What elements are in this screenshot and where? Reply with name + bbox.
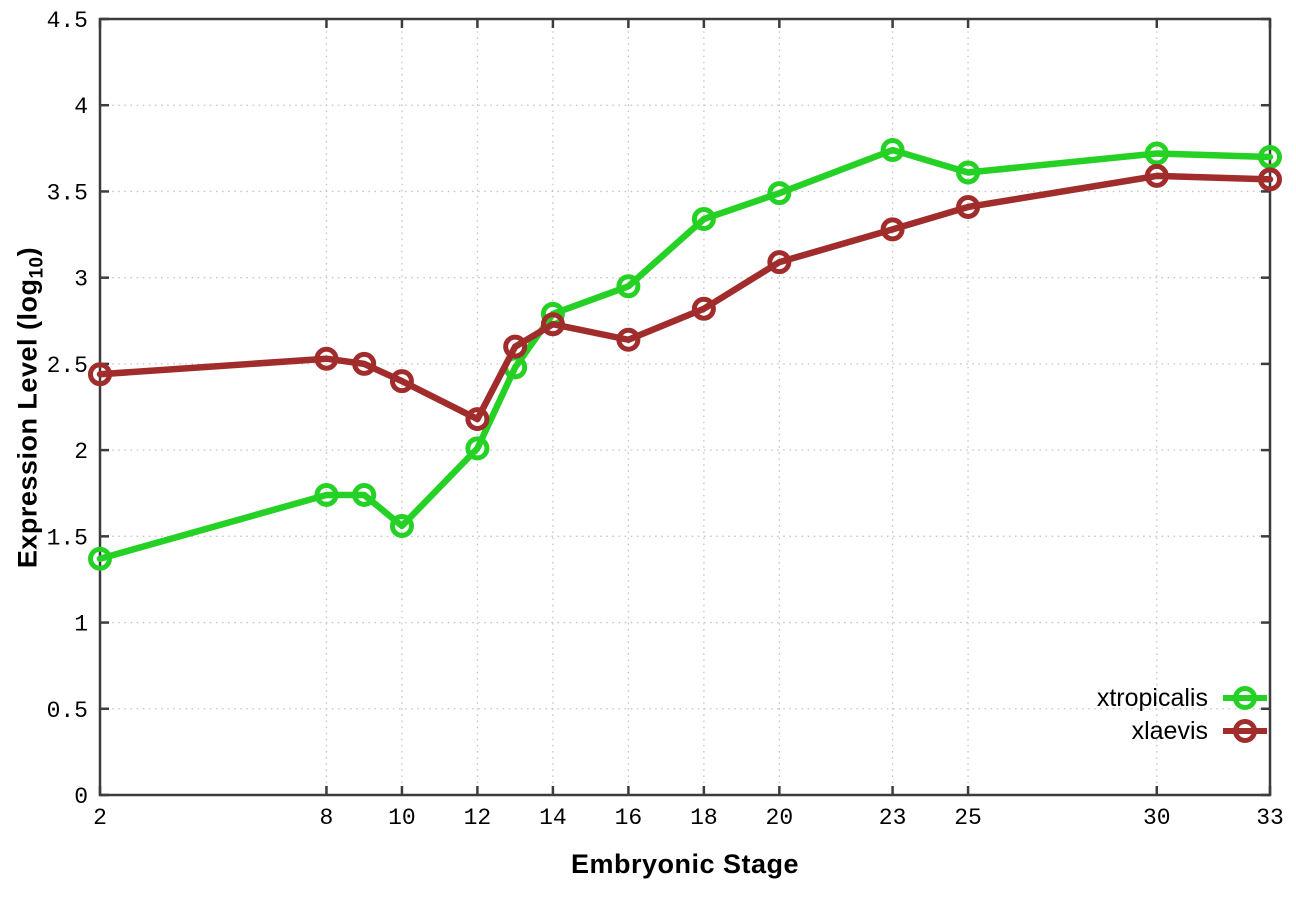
y-tick-label: 2 [74,439,88,465]
y-tick-label: 1 [74,612,88,638]
y-tick-label: 3 [74,267,88,293]
data-point-xlaevis [691,296,716,321]
data-point-xlaevis [389,369,414,394]
data-point-xlaevis [1144,163,1169,188]
x-tick-label: 12 [464,805,492,831]
x-axis-title: Embryonic Stage [570,849,800,879]
x-tick-label: 25 [954,805,982,831]
x-tick-label: 14 [539,805,567,831]
x-tick-label: 16 [615,805,643,831]
data-point-xlaevis [352,351,377,376]
data-point-xtropicalis [616,274,641,299]
legend: xtropicalis xlaevis [1097,683,1270,746]
data-point-xlaevis [503,334,528,359]
data-point-xtropicalis [956,160,981,185]
data-point-xlaevis [314,346,339,371]
legend-label: xtropicalis [1096,683,1208,712]
data-point-xlaevis [88,362,112,387]
data-point-xtropicalis [691,207,716,232]
data-point-xlaevis [1258,167,1282,192]
y-axis-title-close: ) [12,246,43,257]
y-tick-label: 0 [74,784,88,810]
legend-sample-line-icon [1223,686,1267,710]
data-point-xtropicalis [1144,141,1169,166]
data-point-xlaevis [956,194,981,219]
data-point-xlaevis [880,217,905,242]
y-tick-label: 1.5 [47,525,88,551]
data-point-xtropicalis [465,436,490,461]
data-point-xtropicalis [1258,144,1282,169]
data-point-xtropicalis [352,482,377,507]
x-tick-label: 33 [1256,805,1284,831]
legend-sample-line-icon [1223,719,1267,743]
y-tick-label: 2.5 [47,353,88,379]
x-tick-label: 2 [93,805,107,831]
x-tick-label: 30 [1143,805,1171,831]
plot-border [98,17,1272,797]
data-point-xtropicalis [880,138,905,163]
y-axis-title-text: Expression Level (log [12,278,43,569]
x-tick-label: 23 [879,805,907,831]
data-point-xtropicalis [314,482,339,507]
x-tick-label: 18 [690,805,718,831]
data-point-xlaevis [540,312,565,337]
data-point-xlaevis [767,250,792,275]
y-tick-label: 3.5 [47,180,88,206]
data-point-xlaevis [465,407,490,432]
y-tick-label: 0.5 [47,698,88,724]
series-line-xtropicalis [96,146,1274,563]
x-tick-label: 8 [320,805,334,831]
legend-label: xlaevis [1131,716,1208,745]
y-tick-label: 4.5 [47,8,88,34]
data-point-xtropicalis [389,513,414,538]
data-point-xtropicalis [88,546,112,571]
x-tick-label: 10 [388,805,416,831]
data-point-xlaevis [616,327,641,352]
y-axis-title-subscript: 10 [26,256,48,279]
legend-item-xlaevis: xlaevis [1132,716,1270,746]
legend-item-xtropicalis: xtropicalis [1097,683,1270,713]
y-axis-title: Expression Level (log10) [12,108,48,708]
series-line-xlaevis [96,172,1274,423]
y-tick-label: 4 [74,94,88,120]
x-tick-label: 20 [766,805,794,831]
data-point-xtropicalis [767,181,792,206]
